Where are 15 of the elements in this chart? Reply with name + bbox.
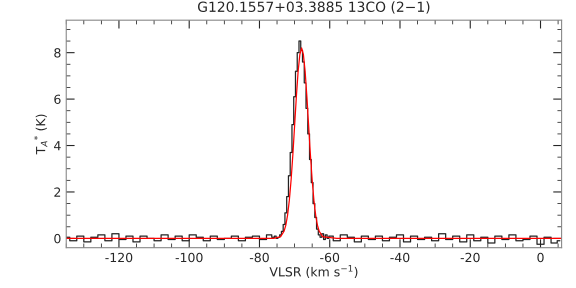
x-tick-label: -20 <box>460 252 480 262</box>
chart-title: G120.1557+03.3885 13CO (2−1) <box>198 1 430 14</box>
y-axis-title: T$_{A}$$^{*}$ (K) <box>34 114 48 154</box>
x-tick-label: -120 <box>105 252 132 262</box>
y-tick-label: 4 <box>54 141 61 150</box>
y-tick-label: 6 <box>54 94 61 104</box>
y-tick-label: 0 <box>54 234 61 244</box>
x-tick-label: -80 <box>250 252 269 262</box>
x-tick-label: -100 <box>176 252 203 262</box>
x-axis-title: VLSR (km s$^{−1}$) <box>269 265 358 278</box>
x-tick-label: 0 <box>537 252 544 262</box>
y-tick-label: 2 <box>54 187 60 197</box>
y-tick-label: 8 <box>54 48 61 58</box>
x-tick-label: -60 <box>320 252 340 262</box>
x-tick-label: -40 <box>390 252 410 262</box>
